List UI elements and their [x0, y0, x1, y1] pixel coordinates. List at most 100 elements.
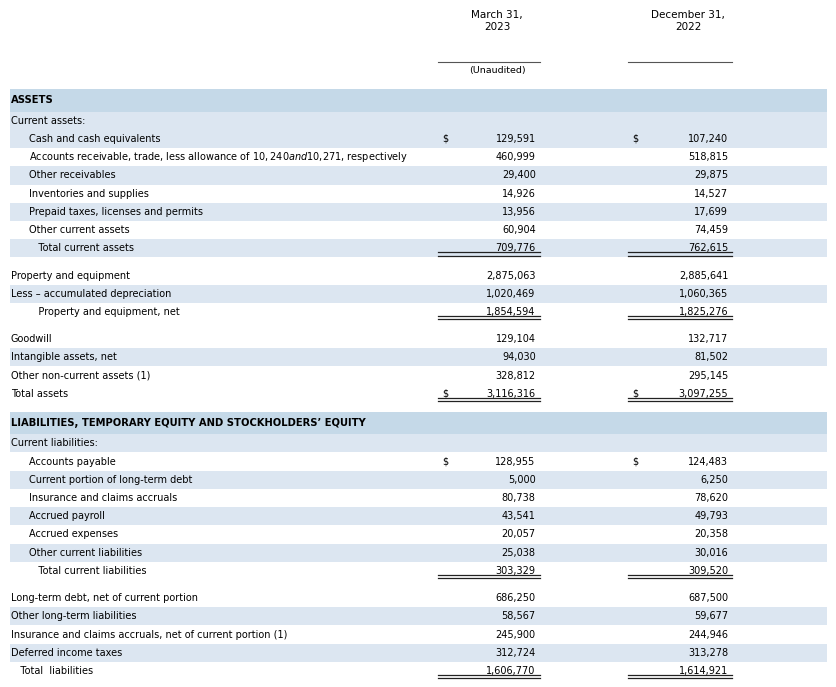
Text: Prepaid taxes, licenses and permits: Prepaid taxes, licenses and permits [29, 207, 203, 217]
Text: 245,900: 245,900 [495, 629, 535, 640]
Text: $: $ [441, 457, 447, 466]
Text: 128,955: 128,955 [495, 457, 535, 466]
Text: 124,483: 124,483 [687, 457, 727, 466]
Text: Total  liabilities: Total liabilities [11, 666, 93, 676]
Text: 20,057: 20,057 [501, 530, 535, 539]
Text: Other long-term liabilities: Other long-term liabilities [11, 611, 136, 621]
Text: Current assets:: Current assets: [11, 115, 85, 126]
Text: 13,956: 13,956 [502, 207, 535, 217]
Text: 328,812: 328,812 [495, 370, 535, 381]
Text: 94,030: 94,030 [502, 352, 535, 362]
Text: Other non-current assets (1): Other non-current assets (1) [11, 370, 150, 381]
Text: $: $ [441, 389, 447, 399]
Text: 2,885,641: 2,885,641 [678, 271, 727, 280]
Text: 518,815: 518,815 [687, 153, 727, 162]
Text: ASSETS: ASSETS [11, 95, 54, 106]
Text: 58,567: 58,567 [501, 611, 535, 621]
Text: Goodwill: Goodwill [11, 334, 53, 344]
Text: 17,699: 17,699 [694, 207, 727, 217]
Text: 30,016: 30,016 [694, 548, 727, 558]
Text: 709,776: 709,776 [495, 243, 535, 254]
Text: 29,875: 29,875 [693, 170, 727, 181]
Text: 687,500: 687,500 [687, 593, 727, 603]
Text: 20,358: 20,358 [693, 530, 727, 539]
Text: 1,020,469: 1,020,469 [486, 289, 535, 299]
Bar [10, 412, 826, 434]
Text: Deferred income taxes: Deferred income taxes [11, 648, 122, 657]
Text: March 31,
2023: March 31, 2023 [471, 10, 522, 32]
Text: 1,060,365: 1,060,365 [678, 289, 727, 299]
Text: 3,116,316: 3,116,316 [486, 389, 535, 399]
Text: Accrued expenses: Accrued expenses [29, 530, 118, 539]
Text: 1,854,594: 1,854,594 [486, 307, 535, 317]
Text: 78,620: 78,620 [693, 493, 727, 503]
Bar [10, 203, 826, 221]
Text: 1,606,770: 1,606,770 [486, 666, 535, 676]
Text: Long-term debt, net of current portion: Long-term debt, net of current portion [11, 593, 197, 603]
Bar [10, 89, 826, 111]
Bar [10, 130, 826, 148]
Text: Inventories and supplies: Inventories and supplies [29, 189, 149, 199]
Text: Intangible assets, net: Intangible assets, net [11, 352, 116, 362]
Text: Other current assets: Other current assets [29, 225, 130, 235]
Text: 129,591: 129,591 [495, 134, 535, 144]
Text: 762,615: 762,615 [687, 243, 727, 254]
Text: 686,250: 686,250 [495, 593, 535, 603]
Text: 1,614,921: 1,614,921 [678, 666, 727, 676]
Text: $: $ [631, 457, 637, 466]
Text: 295,145: 295,145 [687, 370, 727, 381]
Text: Less – accumulated depreciation: Less – accumulated depreciation [11, 289, 171, 299]
Text: December 31,
2022: December 31, 2022 [650, 10, 725, 32]
Text: Accrued payroll: Accrued payroll [29, 511, 105, 521]
Text: 60,904: 60,904 [502, 225, 535, 235]
Text: Other receivables: Other receivables [29, 170, 115, 181]
Text: (Unaudited): (Unaudited) [468, 66, 525, 75]
Text: 25,038: 25,038 [501, 548, 535, 558]
Text: 129,104: 129,104 [495, 334, 535, 344]
Text: 81,502: 81,502 [693, 352, 727, 362]
Text: 460,999: 460,999 [495, 153, 535, 162]
Text: 107,240: 107,240 [687, 134, 727, 144]
Text: LIABILITIES, TEMPORARY EQUITY AND STOCKHOLDERS’ EQUITY: LIABILITIES, TEMPORARY EQUITY AND STOCKH… [11, 418, 365, 428]
Text: 244,946: 244,946 [687, 629, 727, 640]
Bar [10, 507, 826, 526]
Text: Current portion of long-term debt: Current portion of long-term debt [29, 475, 192, 485]
Bar [10, 644, 826, 662]
Text: Total current assets: Total current assets [29, 243, 134, 254]
Text: $: $ [631, 134, 637, 144]
Text: 2,875,063: 2,875,063 [486, 271, 535, 280]
Text: 312,724: 312,724 [495, 648, 535, 657]
Text: 5,000: 5,000 [507, 475, 535, 485]
Text: 59,677: 59,677 [693, 611, 727, 621]
Text: Total current liabilities: Total current liabilities [29, 566, 146, 576]
Text: 6,250: 6,250 [700, 475, 727, 485]
Text: Accounts payable: Accounts payable [29, 457, 116, 466]
Bar [10, 434, 826, 453]
Text: 1,825,276: 1,825,276 [678, 307, 727, 317]
Text: 309,520: 309,520 [687, 566, 727, 576]
Text: 3,097,255: 3,097,255 [678, 389, 727, 399]
Text: Other current liabilities: Other current liabilities [29, 548, 142, 558]
Text: 49,793: 49,793 [694, 511, 727, 521]
Text: 29,400: 29,400 [502, 170, 535, 181]
Bar [10, 607, 826, 625]
Bar [10, 348, 826, 366]
Text: $: $ [441, 134, 447, 144]
Text: Property and equipment, net: Property and equipment, net [29, 307, 180, 317]
Text: 14,926: 14,926 [502, 189, 535, 199]
Text: 14,527: 14,527 [693, 189, 727, 199]
Text: Total assets: Total assets [11, 389, 68, 399]
Text: 80,738: 80,738 [502, 493, 535, 503]
Bar [10, 111, 826, 130]
Bar [10, 471, 826, 489]
Text: 303,329: 303,329 [495, 566, 535, 576]
Bar [10, 284, 826, 303]
Text: Current liabilities:: Current liabilities: [11, 438, 98, 449]
Text: 132,717: 132,717 [687, 334, 727, 344]
Text: Property and equipment: Property and equipment [11, 271, 130, 280]
Text: Insurance and claims accruals, net of current portion (1): Insurance and claims accruals, net of cu… [11, 629, 287, 640]
Text: 313,278: 313,278 [687, 648, 727, 657]
Text: Insurance and claims accruals: Insurance and claims accruals [29, 493, 177, 503]
Bar [10, 166, 826, 185]
Text: 74,459: 74,459 [693, 225, 727, 235]
